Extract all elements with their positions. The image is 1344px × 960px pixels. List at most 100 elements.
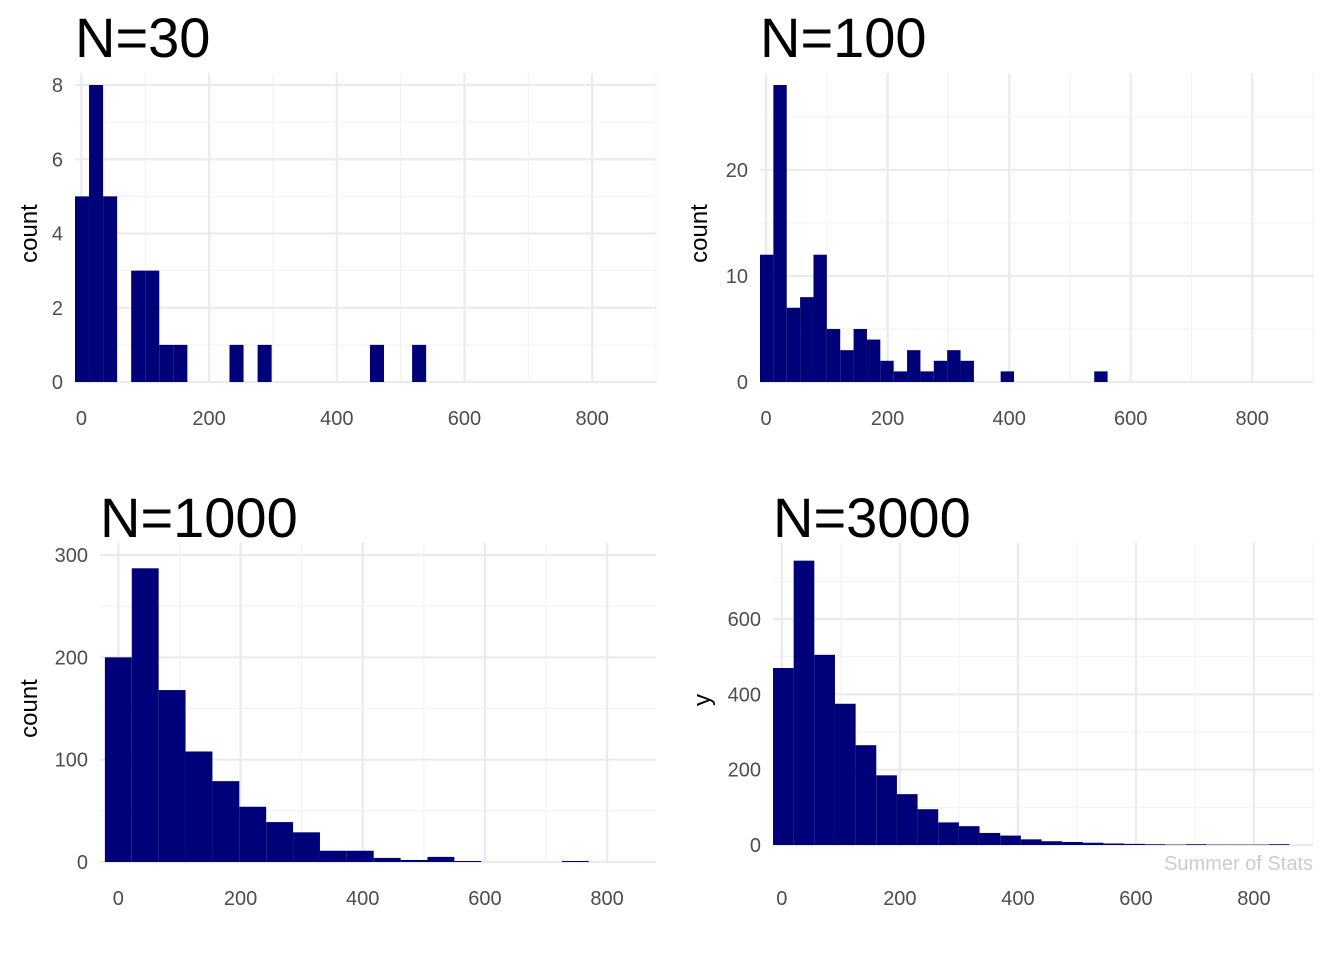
x-tick-label: 400: [992, 408, 1025, 430]
panel-title: N=30: [75, 6, 210, 69]
panel-title: N=1000: [100, 486, 298, 549]
y-tick-label: 0: [737, 372, 748, 394]
histogram-bar: [938, 822, 959, 845]
histogram-bar: [400, 859, 428, 862]
histogram-bar: [813, 254, 827, 382]
histogram-bar: [257, 344, 272, 382]
histogram-bar: [75, 196, 90, 382]
panel-n100: 0 200 400 600 800 0 10 20 count N=100: [686, 6, 1314, 430]
histogram-bar: [159, 344, 174, 382]
y-axis-title: y: [689, 694, 716, 706]
histogram-bar: [947, 350, 961, 382]
histogram-bar: [880, 360, 894, 382]
histogram-bar: [373, 857, 401, 862]
x-tick-label: 0: [113, 888, 124, 910]
histogram-bar: [793, 560, 815, 845]
y-tick-label: 2: [52, 298, 63, 320]
histogram-bar: [786, 307, 801, 382]
histogram-bar: [893, 371, 908, 382]
histogram-bar: [1062, 841, 1083, 845]
y-tick-label: 200: [55, 647, 88, 669]
panel-n3000: 0 200 400 600 800 0 200 400 600 y N=3000: [689, 486, 1314, 910]
histogram-bar: [826, 328, 841, 382]
histogram-bar: [1020, 839, 1042, 845]
y-tick-label: 8: [52, 75, 63, 97]
histogram-bar: [229, 344, 244, 382]
histogram-bar: [1144, 844, 1166, 845]
histogram-bar: [454, 860, 482, 862]
histogram-bar: [412, 344, 427, 382]
y-tick-label: 0: [750, 835, 761, 857]
x-tick-label: 600: [468, 888, 501, 910]
histogram-bar: [185, 751, 213, 862]
histogram-bar: [427, 856, 455, 862]
y-tick-label: 600: [728, 609, 761, 631]
x-tick-label: 200: [224, 888, 257, 910]
histogram-bar: [814, 654, 835, 845]
histogram-bar: [917, 809, 939, 845]
histogram-bar: [920, 371, 934, 382]
histogram-bar: [958, 826, 980, 845]
histogram-bar: [1186, 844, 1207, 845]
histogram-bar: [1103, 843, 1125, 845]
y-tick-label: 300: [55, 545, 88, 567]
histogram-bar: [1094, 371, 1108, 382]
y-tick-label: 0: [77, 852, 88, 874]
histogram-bar: [773, 85, 787, 382]
histogram-bar: [266, 822, 294, 862]
histogram-bar: [131, 568, 159, 862]
x-tick-label: 0: [761, 408, 772, 430]
x-tick-label: 800: [575, 408, 608, 430]
histogram-bar: [1041, 841, 1063, 845]
y-tick-label: 100: [55, 750, 88, 772]
x-tick-label: 600: [448, 408, 481, 430]
histogram-bar: [933, 360, 948, 382]
histogram-bar: [369, 344, 385, 382]
histogram-bar: [131, 270, 146, 382]
histogram-bar: [960, 360, 974, 382]
x-tick-label: 600: [1119, 888, 1152, 910]
histogram-bar: [561, 860, 589, 862]
histogram-bar: [1268, 844, 1290, 845]
x-tick-label: 200: [192, 408, 225, 430]
histogram-bar: [979, 832, 1001, 845]
y-tick-label: 4: [52, 224, 63, 246]
panel-title: N=3000: [773, 486, 971, 549]
y-axis-title: count: [16, 679, 43, 738]
histogram-bar: [104, 657, 132, 862]
histogram-bar: [896, 794, 918, 845]
histogram-bar: [800, 297, 814, 382]
y-axis-title: count: [16, 204, 43, 263]
histogram-bar: [834, 703, 856, 845]
panel-n1000: 0 200 400 600 800 0 100 200 300 count N=1000: [16, 486, 656, 910]
histogram-bar: [173, 344, 188, 382]
x-tick-label: 200: [871, 408, 904, 430]
histogram-bar: [1124, 843, 1145, 845]
histogram-bar: [212, 781, 240, 862]
y-tick-label: 20: [726, 160, 748, 182]
histogram-bar: [853, 328, 867, 382]
x-tick-label: 200: [883, 888, 916, 910]
histogram-bar: [907, 350, 921, 382]
histogram-bar: [760, 254, 774, 382]
x-tick-label: 400: [346, 888, 379, 910]
histogram-bar: [840, 350, 854, 382]
histogram-bar: [293, 832, 320, 862]
histogram-bar: [1000, 835, 1021, 845]
histogram-bar: [103, 196, 118, 382]
x-tick-label: 0: [76, 408, 87, 430]
x-tick-label: 400: [1001, 888, 1034, 910]
y-tick-label: 200: [728, 760, 761, 782]
x-tick-label: 600: [1114, 408, 1147, 430]
histogram-bar: [876, 775, 897, 845]
y-tick-label: 6: [52, 149, 63, 171]
histogram-bar: [866, 339, 881, 382]
y-tick-label: 400: [728, 684, 761, 706]
histogram-bar: [158, 690, 186, 862]
x-tick-label: 800: [1237, 888, 1270, 910]
x-tick-label: 800: [590, 888, 623, 910]
y-tick-label: 10: [726, 266, 748, 288]
histogram-bar: [773, 667, 794, 845]
histogram-bar: [346, 850, 374, 862]
